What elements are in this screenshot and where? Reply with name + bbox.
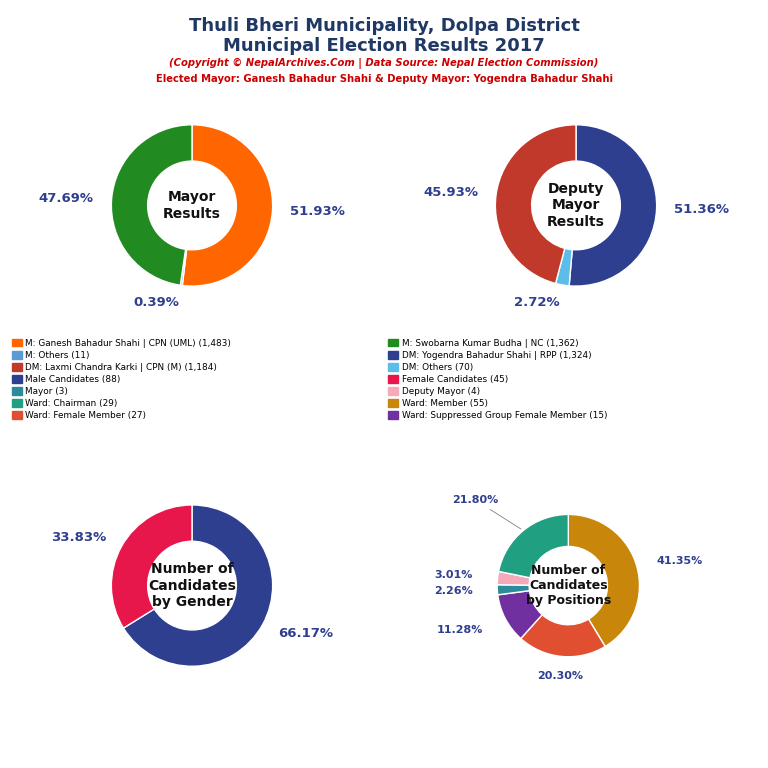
Wedge shape [497,571,530,585]
Text: 51.36%: 51.36% [674,203,730,216]
Text: (Copyright © NepalArchives.Com | Data Source: Nepal Election Commission): (Copyright © NepalArchives.Com | Data So… [169,58,599,69]
Text: Number of
Candidates
by Gender: Number of Candidates by Gender [148,562,236,609]
Text: 3.01%: 3.01% [435,571,473,581]
Text: 2.26%: 2.26% [434,586,472,596]
Text: 0.39%: 0.39% [133,296,179,310]
Text: Elected Mayor: Ganesh Bahadur Shahi & Deputy Mayor: Yogendra Bahadur Shahi: Elected Mayor: Ganesh Bahadur Shahi & De… [155,74,613,84]
Wedge shape [111,505,192,628]
Wedge shape [180,250,187,286]
Text: 41.35%: 41.35% [656,556,702,566]
Text: 47.69%: 47.69% [39,192,94,205]
Text: 20.30%: 20.30% [537,671,583,681]
Wedge shape [111,124,192,285]
Wedge shape [497,584,529,595]
Text: Mayor
Results: Mayor Results [163,190,221,220]
Text: Deputy
Mayor
Results: Deputy Mayor Results [547,182,605,229]
Wedge shape [569,125,657,286]
Text: 66.17%: 66.17% [278,627,333,640]
Text: Thuli Bheri Municipality, Dolpa District: Thuli Bheri Municipality, Dolpa District [189,17,579,35]
Text: 45.93%: 45.93% [423,187,478,200]
Text: Number of
Candidates
by Positions: Number of Candidates by Positions [525,564,611,607]
Wedge shape [498,591,542,638]
Legend: M: Swobarna Kumar Budha | NC (1,362), DM: Yogendra Bahadur Shahi | RPP (1,324), : M: Swobarna Kumar Budha | NC (1,362), DM… [389,339,607,420]
Wedge shape [568,515,640,647]
Wedge shape [495,125,576,283]
Text: 11.28%: 11.28% [437,625,483,635]
Text: 33.83%: 33.83% [51,531,106,545]
Wedge shape [124,505,273,666]
Wedge shape [521,614,605,657]
Text: Municipal Election Results 2017: Municipal Election Results 2017 [223,37,545,55]
Text: 21.80%: 21.80% [452,495,521,529]
Text: 2.72%: 2.72% [514,296,559,309]
Legend: M: Ganesh Bahadur Shahi | CPN (UML) (1,483), M: Others (11), DM: Laxmi Chandra K: M: Ganesh Bahadur Shahi | CPN (UML) (1,4… [12,339,231,420]
Wedge shape [498,515,568,578]
Wedge shape [555,248,572,286]
Text: 51.93%: 51.93% [290,205,345,218]
Wedge shape [182,125,273,286]
